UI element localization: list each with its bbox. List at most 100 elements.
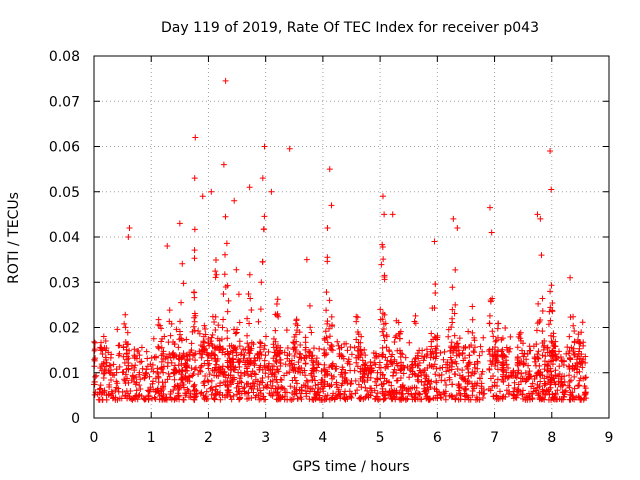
data-point [332,365,339,372]
data-point [505,382,512,389]
data-point [252,376,259,383]
data-point [310,345,317,352]
data-point [433,377,440,384]
data-point [569,362,576,369]
data-point [262,370,269,377]
data-point [517,329,524,336]
data-point [138,344,145,351]
data-point [236,338,243,345]
data-point [212,326,219,333]
data-point [494,325,501,332]
data-point [386,389,393,396]
data-point [471,370,478,377]
data-point [262,333,269,340]
data-point [221,271,228,278]
data-point [391,338,398,345]
data-point [381,276,388,283]
data-point [378,261,385,268]
data-point [165,370,172,377]
data-point [409,364,416,371]
data-point [176,396,183,403]
data-point [525,362,532,369]
data-point [176,220,183,227]
data-point [576,382,583,389]
data-point [557,353,564,360]
data-point [255,318,262,325]
data-point [353,336,360,343]
data-point [291,391,298,398]
data-point [100,361,107,368]
data-point [499,395,506,402]
data-point [443,368,450,375]
data-point [379,328,386,335]
data-point [321,396,328,403]
data-point [450,215,457,222]
data-point [323,289,330,296]
data-point [502,353,509,360]
data-point [120,343,127,350]
data-point [207,352,214,359]
data-point [182,390,189,397]
data-point [570,322,577,329]
data-point [202,372,209,379]
data-point [191,247,198,254]
data-point [191,255,198,262]
data-point [176,368,183,375]
data-point [222,213,229,220]
data-point [244,315,251,322]
data-point [420,357,427,364]
data-point [431,385,438,392]
data-point [432,290,439,297]
data-point [202,331,209,338]
data-point [367,359,374,366]
data-point [379,244,386,251]
data-point [561,388,568,395]
data-point [469,316,476,323]
data-point [139,365,146,372]
data-point [247,345,254,352]
data-point [371,396,378,403]
data-point [243,365,250,372]
y-tick-label: 0.08 [49,49,80,65]
data-point [487,357,494,364]
data-point [180,381,187,388]
data-point [286,350,293,357]
y-tick-label: 0.02 [49,321,80,337]
data-point [121,320,128,327]
data-point [488,361,495,368]
data-point [533,327,540,334]
x-tick-label: 6 [433,430,442,446]
data-point [221,371,228,378]
data-point [189,352,196,359]
data-point [124,329,131,336]
data-point [212,268,219,275]
data-point [150,386,157,393]
data-point [454,340,461,347]
x-axis-label: GPS time / hours [292,459,409,475]
data-point [567,391,574,398]
data-point [178,367,185,374]
data-point [101,388,108,395]
data-point [554,387,561,394]
data-point [485,385,492,392]
data-point [539,388,546,395]
data-point [236,396,243,403]
data-point [496,388,503,395]
data-point [329,360,336,367]
data-point [200,338,207,345]
data-point [292,331,299,338]
data-point [326,333,333,340]
data-point [401,384,408,391]
data-point [373,382,380,389]
data-point [551,351,558,358]
data-point [204,377,211,384]
data-point [371,354,378,361]
data-point [147,361,154,368]
data-point [208,377,215,384]
data-points [91,77,590,403]
data-point [526,368,533,375]
data-point [179,260,186,267]
data-point [99,396,106,403]
data-point [535,391,542,398]
x-tick-label: 1 [147,430,156,446]
